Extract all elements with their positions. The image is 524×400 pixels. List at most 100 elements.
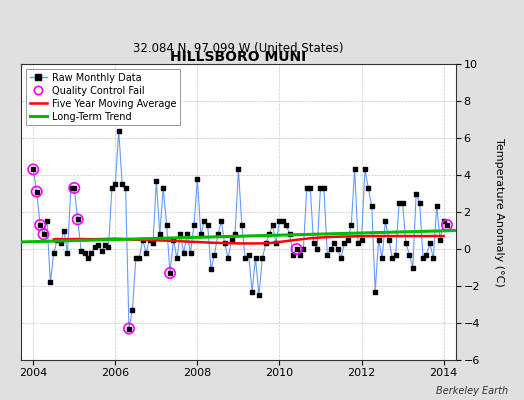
Point <box>416 200 424 206</box>
Point <box>183 231 191 237</box>
Point <box>326 246 335 252</box>
Point <box>94 242 102 248</box>
Point <box>29 166 37 173</box>
Point <box>412 190 420 197</box>
Point <box>91 244 99 250</box>
Point <box>237 222 246 228</box>
Point <box>227 236 236 243</box>
Point <box>344 236 352 243</box>
Point <box>364 185 373 191</box>
Point <box>36 222 45 228</box>
Point <box>282 222 290 228</box>
Point <box>108 185 116 191</box>
Point <box>32 188 41 195</box>
Point <box>292 246 301 252</box>
Point <box>371 288 379 295</box>
Point <box>419 255 427 262</box>
Point <box>265 231 274 237</box>
Point <box>111 181 119 188</box>
Point <box>210 251 219 258</box>
Point <box>176 231 184 237</box>
Point <box>432 203 441 210</box>
Point <box>313 246 321 252</box>
Point <box>255 292 263 298</box>
Point <box>63 250 72 256</box>
Point <box>46 279 54 286</box>
Point <box>289 251 297 258</box>
Point <box>425 240 434 247</box>
Point <box>361 166 369 173</box>
Point <box>443 222 451 228</box>
Point <box>436 236 444 243</box>
Point <box>231 231 239 237</box>
Point <box>258 255 267 262</box>
Point <box>200 218 209 224</box>
Point <box>234 166 243 173</box>
Point <box>122 185 130 191</box>
Point <box>142 250 150 256</box>
Point <box>296 251 304 258</box>
Point <box>388 255 397 262</box>
Point <box>398 200 407 206</box>
Point <box>440 218 448 224</box>
Point <box>159 185 167 191</box>
Point <box>337 255 345 262</box>
Point <box>187 250 195 256</box>
Point <box>340 240 348 247</box>
Point <box>224 255 232 262</box>
Point <box>217 218 225 224</box>
Point <box>50 250 58 256</box>
Text: Berkeley Earth: Berkeley Earth <box>436 386 508 396</box>
Point <box>156 231 164 237</box>
Point <box>381 218 390 224</box>
Point <box>118 181 126 188</box>
Point <box>193 176 202 182</box>
Point <box>292 246 301 252</box>
Point <box>57 240 65 247</box>
Point <box>125 325 133 332</box>
Point <box>378 255 386 262</box>
Point <box>429 255 438 262</box>
Point <box>241 255 249 262</box>
Point <box>125 325 133 332</box>
Point <box>268 222 277 228</box>
Point <box>70 185 79 191</box>
Point <box>422 251 431 258</box>
Point <box>272 240 280 247</box>
Point <box>77 248 85 254</box>
Point <box>385 236 393 243</box>
Point <box>173 255 181 262</box>
Point <box>196 231 205 237</box>
Point <box>104 244 113 250</box>
Point <box>391 251 400 258</box>
Point <box>152 177 160 184</box>
Point <box>36 222 45 228</box>
Point <box>248 288 256 295</box>
Point <box>330 240 339 247</box>
Point <box>53 236 61 243</box>
Point <box>207 266 215 272</box>
Point <box>245 251 253 258</box>
Point <box>443 222 451 228</box>
Point <box>145 236 154 243</box>
Point <box>279 218 287 224</box>
Point <box>347 222 355 228</box>
Point <box>29 166 37 173</box>
Point <box>286 231 294 237</box>
Point <box>73 216 82 222</box>
Point <box>166 270 174 276</box>
Point <box>166 270 174 276</box>
Point <box>80 250 89 256</box>
Y-axis label: Temperature Anomaly (°C): Temperature Anomaly (°C) <box>494 138 504 286</box>
Point <box>395 200 403 206</box>
Point <box>357 236 366 243</box>
Point <box>323 251 332 258</box>
Point <box>375 236 383 243</box>
Point <box>306 185 314 191</box>
Point <box>60 227 68 234</box>
Point <box>303 185 311 191</box>
Point <box>101 242 110 248</box>
Point <box>39 231 48 237</box>
Point <box>180 250 188 256</box>
Point <box>67 185 75 191</box>
